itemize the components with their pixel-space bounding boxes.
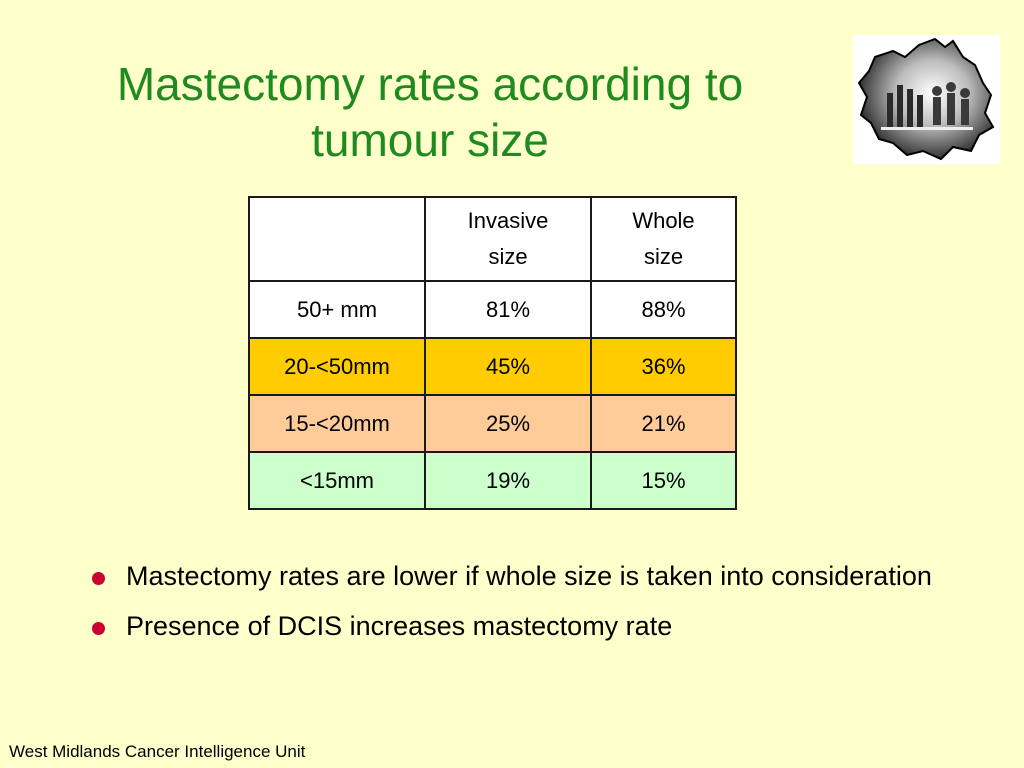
whole-value: 36%	[590, 337, 737, 396]
west-midlands-map-logo-icon	[857, 37, 995, 161]
title-line-2: tumour size	[311, 114, 549, 166]
table-header-row: Invasive size Whole size	[248, 196, 737, 282]
bullet-text: Mastectomy rates are lower if whole size…	[126, 561, 932, 591]
whole-value: 15%	[590, 451, 737, 510]
invasive-value: 45%	[424, 337, 592, 396]
header-whole-line1: Whole	[632, 208, 695, 233]
bullet-text: Presence of DCIS increases mastectomy ra…	[126, 611, 673, 641]
footer-text: West Midlands Cancer Intelligence Unit	[9, 742, 306, 761]
table-row: 50+ mm 81% 88%	[248, 280, 737, 339]
header-empty-cell	[248, 196, 426, 282]
header-invasive-line1: Invasive	[467, 208, 549, 233]
invasive-value: 81%	[424, 280, 592, 339]
bullet-dot-icon	[92, 622, 105, 635]
table-row: <15mm 19% 15%	[248, 451, 737, 510]
bullet-list: Mastectomy rates are lower if whole size…	[88, 558, 968, 658]
row-label: <15mm	[248, 451, 426, 510]
title-line-1: Mastectomy rates according to	[116, 58, 744, 110]
bullet-dot-icon	[92, 572, 105, 585]
mastectomy-rates-table: Invasive size Whole size 50+ mm 81% 88% …	[248, 196, 737, 510]
whole-value: 21%	[590, 394, 737, 453]
header-invasive-size: Invasive size	[424, 196, 592, 282]
table-row: 20-<50mm 45% 36%	[248, 337, 737, 396]
logo	[853, 35, 1000, 164]
whole-value: 88%	[590, 280, 737, 339]
invasive-value: 19%	[424, 451, 592, 510]
invasive-value: 25%	[424, 394, 592, 453]
header-whole-line2: size	[643, 244, 684, 269]
row-label: 50+ mm	[248, 280, 426, 339]
bullet-item: Mastectomy rates are lower if whole size…	[88, 558, 968, 595]
slide-title: Mastectomy rates according to tumour siz…	[30, 56, 830, 168]
row-label: 15-<20mm	[248, 394, 426, 453]
table-row: 15-<20mm 25% 21%	[248, 394, 737, 453]
bullet-item: Presence of DCIS increases mastectomy ra…	[88, 608, 968, 645]
row-label: 20-<50mm	[248, 337, 426, 396]
header-whole-size: Whole size	[590, 196, 737, 282]
header-invasive-line2: size	[488, 244, 528, 269]
